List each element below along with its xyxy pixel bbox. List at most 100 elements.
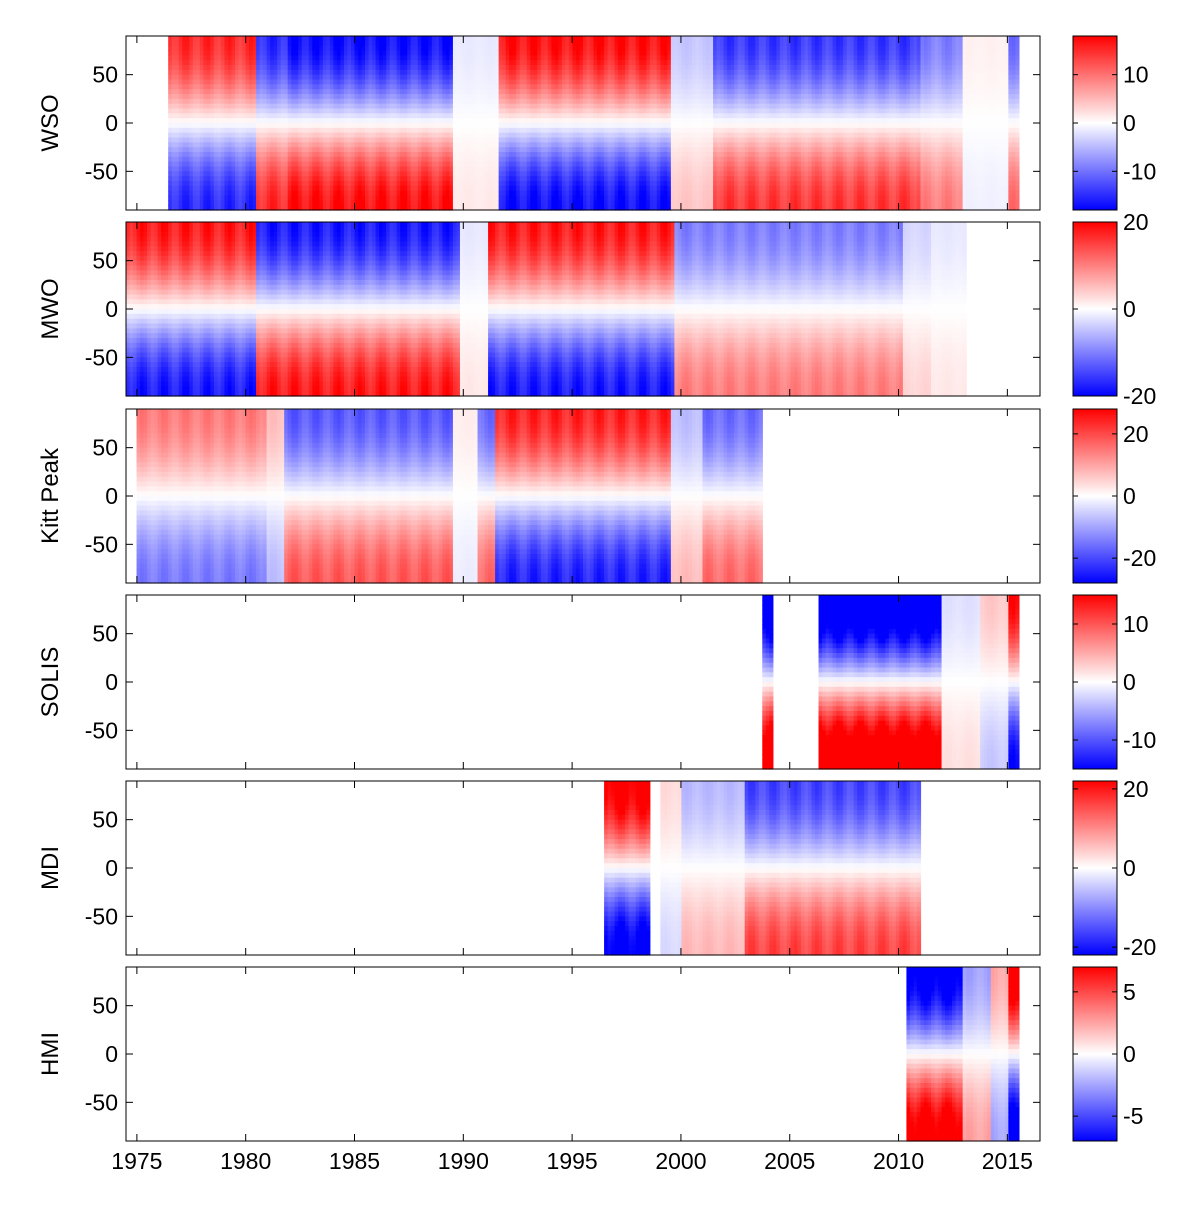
heatmap-cell [210, 84, 214, 89]
heatmap-cell [182, 186, 186, 191]
heatmap-cell [277, 167, 281, 172]
heatmap-cell [263, 46, 267, 51]
heatmap-cell [238, 113, 242, 118]
heatmap-cell [221, 89, 225, 94]
heatmap-cell [302, 109, 306, 114]
heatmap-cell [249, 128, 253, 133]
heatmap-cell [238, 152, 242, 157]
heatmap-cell [231, 171, 235, 176]
heatmap-cell [207, 36, 211, 41]
heatmap-cell [270, 181, 274, 186]
heatmap-cell [312, 89, 316, 94]
heatmap-cell [203, 84, 207, 89]
heatmap-cell [323, 191, 327, 196]
heatmap-cell [231, 196, 235, 201]
heatmap-cell [305, 118, 309, 123]
heatmap-cell [316, 162, 320, 167]
heatmap-cell [179, 109, 183, 114]
heatmap-cell [267, 36, 271, 41]
heatmap-cell [298, 147, 302, 152]
heatmap-cell [207, 113, 211, 118]
heatmap-cell [175, 196, 179, 201]
heatmap-cell [312, 41, 316, 46]
heatmap-cell [193, 75, 197, 80]
heatmap-cell [284, 60, 288, 65]
heatmap-cell [281, 128, 285, 133]
heatmap-cell [270, 186, 274, 191]
heatmap-cell [249, 200, 253, 205]
heatmap-cell [260, 65, 264, 70]
heatmap-cell [196, 65, 200, 70]
heatmap-cell [274, 94, 278, 99]
heatmap-cell [246, 65, 250, 70]
heatmap-cell [260, 94, 264, 99]
heatmap-cell [270, 162, 274, 167]
heatmap-cell [319, 147, 323, 152]
heatmap-cell [302, 152, 306, 157]
heatmap-cell [302, 65, 306, 70]
heatmap-cell [224, 84, 228, 89]
heatmap-cell [238, 123, 242, 128]
heatmap-cell [326, 162, 330, 167]
heatmap-cell [228, 75, 232, 80]
heatmap-cell [298, 99, 302, 104]
heatmap-cell [260, 196, 264, 201]
heatmap-cell [253, 104, 257, 109]
heatmap-cell [203, 138, 207, 143]
heatmap-cell [193, 65, 197, 70]
heatmap-cell [175, 138, 179, 143]
heatmap-cell [284, 89, 288, 94]
heatmap-cell [267, 75, 271, 80]
heatmap-cell [323, 133, 327, 138]
heatmap-cell [270, 191, 274, 196]
heatmap-cell [270, 167, 274, 172]
heatmap-cell [179, 104, 183, 109]
heatmap-cell [267, 196, 271, 201]
heatmap-cell [179, 84, 183, 89]
heatmap-cell [186, 70, 190, 75]
heatmap-cell [256, 46, 260, 51]
heatmap-cell [319, 55, 323, 60]
heatmap-cell [203, 109, 207, 114]
heatmap-cell [224, 167, 228, 172]
heatmap-cell [312, 84, 316, 89]
heatmap-cell [298, 138, 302, 143]
heatmap-cell [260, 123, 264, 128]
heatmap-cell [291, 142, 295, 147]
heatmap-cell [189, 191, 193, 196]
heatmap-cell [291, 162, 295, 167]
heatmap-cell [186, 123, 190, 128]
heatmap-cell [277, 65, 281, 70]
heatmap-cell [168, 51, 172, 56]
heatmap-cell [172, 70, 176, 75]
heatmap-cell [319, 138, 323, 143]
heatmap-cell [224, 162, 228, 167]
heatmap-cell [330, 75, 334, 80]
heatmap-cell [281, 176, 285, 181]
heatmap-cell [330, 41, 334, 46]
heatmap-cell [217, 113, 221, 118]
heatmap-cell [249, 46, 253, 51]
heatmap-cell [326, 133, 330, 138]
heatmap-cell [288, 80, 292, 85]
heatmap-cell [168, 89, 172, 94]
heatmap-cell [316, 157, 320, 162]
heatmap-cell [203, 176, 207, 181]
heatmap-cell [284, 104, 288, 109]
heatmap-cell [168, 118, 172, 123]
heatmap-cell [175, 152, 179, 157]
heatmap-cell [196, 41, 200, 46]
heatmap-cell [319, 186, 323, 191]
heatmap-cell [253, 99, 257, 104]
heatmap-cell [196, 157, 200, 162]
heatmap-cell [260, 142, 264, 147]
heatmap-cell [309, 191, 313, 196]
heatmap-cell [326, 200, 330, 205]
heatmap-cell [295, 152, 299, 157]
heatmap-cell [263, 36, 267, 41]
heatmap-cell [214, 176, 218, 181]
heatmap-cell [274, 51, 278, 56]
heatmap-cell [288, 94, 292, 99]
heatmap-cell [207, 104, 211, 109]
heatmap-cell [179, 113, 183, 118]
